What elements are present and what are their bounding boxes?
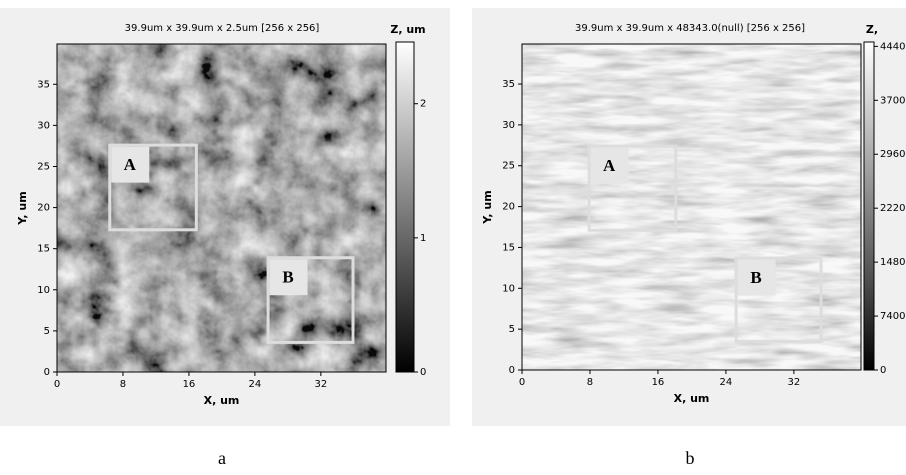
- y-axis-label: Y, um: [481, 190, 494, 224]
- y-tick-label: 5: [44, 326, 50, 337]
- colorbar-tick-label: 3700: [880, 95, 905, 106]
- y-tick-label: 25: [37, 161, 50, 172]
- y-tick-label: 35: [502, 79, 515, 90]
- colorbar-tick-label: 0: [420, 367, 426, 378]
- title: 39.9um x 39.9um x 2.5um [256 x 256]: [125, 23, 320, 34]
- x-tick-label: 8: [120, 379, 126, 390]
- colorbar-tick-label: 0: [880, 365, 886, 376]
- y-tick-label: 10: [502, 283, 515, 294]
- colorbar: [864, 42, 874, 370]
- region-label: A: [603, 156, 616, 175]
- image-texture: [522, 44, 861, 370]
- y-tick-label: 30: [502, 120, 515, 131]
- image-texture: [57, 44, 386, 372]
- y-tick-label: 0: [44, 367, 50, 378]
- y-tick-label: 20: [37, 203, 50, 214]
- y-tick-label: 20: [502, 202, 515, 213]
- panel-caption: a: [218, 448, 226, 468]
- region-label: A: [124, 155, 137, 174]
- y-axis-label: Y, um: [16, 191, 29, 225]
- colorbar-tick-label: 2960: [880, 149, 905, 160]
- x-tick-label: 8: [587, 377, 593, 388]
- y-tick-label: 0: [509, 365, 515, 376]
- title: 39.9um x 39.9um x 48343.0(null) [256 x 2…: [575, 23, 805, 34]
- colorbar-tick-label: 7400: [880, 311, 905, 322]
- colorbar-label: Z, um: [390, 23, 425, 36]
- colorbar: [396, 42, 414, 372]
- y-tick-label: 25: [502, 161, 515, 172]
- colorbar-tick-label: 4440: [880, 41, 905, 52]
- figure: 39.9um x 39.9um x 2.5um [256 x 256] 0 8 16 2…: [0, 0, 906, 475]
- colorbar-tick-label: 1: [420, 233, 426, 244]
- x-tick-label: 0: [519, 377, 525, 388]
- x-tick-label: 16: [183, 379, 196, 390]
- colorbar-tick-label: 2220: [880, 203, 905, 214]
- region-label: B: [750, 268, 761, 287]
- y-tick-label: 10: [37, 285, 50, 296]
- y-tick-label: 15: [502, 242, 515, 253]
- colorbar-label: Z,: [866, 23, 878, 36]
- x-tick-label: 16: [652, 377, 665, 388]
- x-tick-label: 0: [54, 379, 60, 390]
- colorbar-tick-label: 2: [420, 99, 426, 110]
- region-label: B: [282, 268, 293, 287]
- x-tick-label: 24: [249, 379, 262, 390]
- colorbar-tick-label: 1480: [880, 257, 905, 268]
- y-tick-label: 5: [509, 324, 515, 335]
- x-tick-label: 32: [788, 377, 801, 388]
- y-tick-label: 35: [37, 79, 50, 90]
- x-tick-label: 32: [314, 379, 327, 390]
- panel-caption: b: [686, 448, 695, 468]
- y-tick-label: 30: [37, 120, 50, 131]
- x-axis-label: X, um: [204, 394, 240, 407]
- y-tick-label: 15: [37, 244, 50, 255]
- x-tick-label: 24: [720, 377, 733, 388]
- x-axis-label: X, um: [674, 392, 710, 405]
